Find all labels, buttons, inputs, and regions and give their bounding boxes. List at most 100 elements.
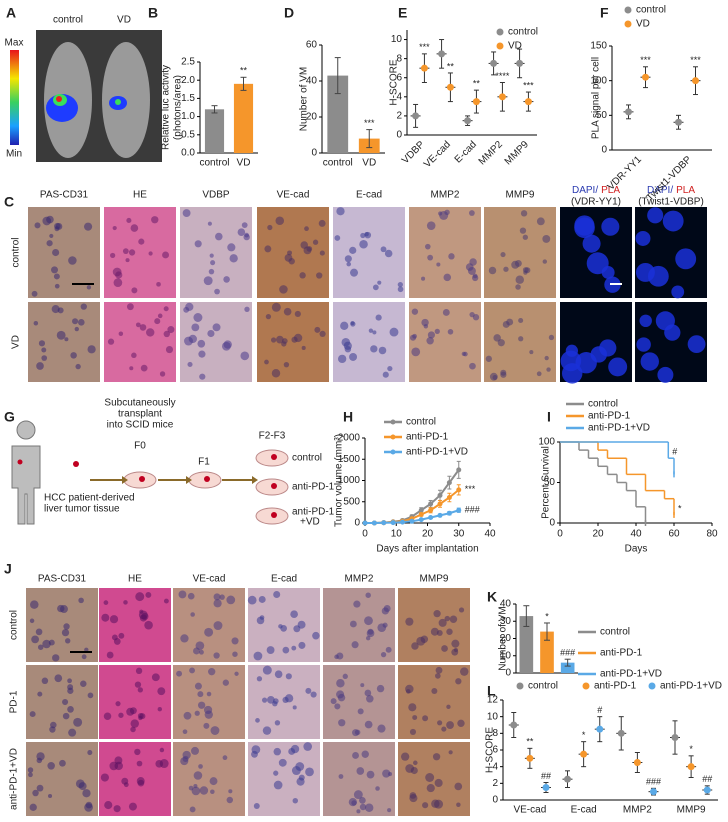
micrograph <box>26 665 98 739</box>
bar <box>540 631 554 673</box>
cell-nucleus <box>334 703 341 710</box>
label: liver tumor tissue <box>44 504 120 515</box>
cell-nucleus <box>405 617 414 626</box>
cell-nucleus <box>365 636 371 641</box>
cell-nucleus <box>292 705 297 710</box>
label: control <box>53 15 83 26</box>
cell-nucleus <box>191 786 201 796</box>
dot <box>642 73 649 81</box>
cell-nucleus <box>310 691 317 698</box>
cell-nucleus <box>361 750 369 758</box>
cell-nucleus <box>488 266 497 275</box>
cell-nucleus <box>226 796 234 804</box>
cell-nucleus <box>387 365 393 372</box>
dot <box>703 786 711 794</box>
cell-nucleus <box>141 612 149 621</box>
bar <box>519 616 534 673</box>
cell-nucleus <box>129 366 134 371</box>
cell-nucleus <box>291 645 297 651</box>
micrograph <box>323 742 395 816</box>
mouse-tumor <box>271 454 277 460</box>
cell-nucleus <box>497 339 505 347</box>
cell-nucleus <box>397 286 404 293</box>
cell-nucleus <box>377 280 382 285</box>
cell-nucleus <box>213 652 220 659</box>
legend-label: control <box>588 399 618 410</box>
cell-nucleus <box>518 336 524 342</box>
cell-nucleus <box>203 276 213 286</box>
label: F1 <box>198 457 210 468</box>
cell-nucleus <box>279 285 288 294</box>
x-tick-label: VE-cad <box>513 805 546 816</box>
cell-nucleus <box>210 726 220 735</box>
y-tick-label: 500 <box>343 496 360 507</box>
label: VE-cad <box>277 190 310 201</box>
bar <box>233 83 254 153</box>
cell-nucleus <box>451 639 460 648</box>
y-tick-label: 10 <box>487 711 499 722</box>
y-axis-label: Number of VM <box>299 67 310 131</box>
marker <box>428 514 434 520</box>
x-tick-label: 20 <box>422 529 434 540</box>
cell-nucleus <box>366 695 374 703</box>
significance: *** <box>690 55 701 65</box>
label: F2-F3 <box>259 431 286 442</box>
cell-nucleus <box>226 595 236 605</box>
x-tick-label: 40 <box>630 529 642 540</box>
y-tick-label: 0.5 <box>181 129 195 140</box>
cell-nucleus <box>29 711 36 718</box>
y-axis-label: Relative luc activity <box>161 65 172 150</box>
cell-nucleus <box>427 254 434 261</box>
cell-nucleus <box>212 323 221 332</box>
cell-nucleus <box>60 605 68 613</box>
panel-letter: D <box>284 5 294 21</box>
cell-nucleus <box>295 762 305 771</box>
cell-nucleus <box>187 592 195 600</box>
cell-nucleus <box>451 648 459 656</box>
cell-nucleus <box>130 726 136 733</box>
dot <box>650 788 657 796</box>
cell-nucleus <box>130 224 139 232</box>
cell-nucleus <box>318 219 326 227</box>
cell-nucleus <box>82 789 91 798</box>
y-axis-label: Number of VM <box>498 606 509 670</box>
cell-nucleus <box>500 371 507 378</box>
dot <box>510 721 518 729</box>
legend-swatch <box>390 419 396 425</box>
cell-nucleus <box>314 326 321 333</box>
cell-nucleus <box>409 728 417 735</box>
cell-nucleus <box>434 778 443 788</box>
label: control <box>292 453 322 464</box>
cell-nucleus <box>434 799 444 809</box>
cell-nucleus <box>515 275 524 284</box>
cell-nucleus <box>370 345 378 353</box>
cell-nucleus <box>256 676 263 682</box>
cell-nucleus <box>267 224 273 231</box>
cell-nucleus <box>206 691 212 697</box>
cell-nucleus <box>293 625 301 633</box>
cell-nucleus <box>136 777 145 785</box>
cell-nucleus <box>126 303 134 311</box>
cell-nucleus <box>319 330 326 337</box>
mouse-tumor <box>271 512 277 518</box>
label: VD <box>117 15 131 26</box>
y-tick-label: 2.0 <box>181 75 195 86</box>
cell-nucleus <box>193 313 203 322</box>
y-axis-label: Percent Survival <box>541 446 552 519</box>
cell-nucleus <box>84 647 89 653</box>
cell-nucleus <box>130 719 139 728</box>
pla-header: DAPI/PLA <box>647 185 695 196</box>
label: Min <box>6 149 22 160</box>
cell-nucleus <box>519 227 527 234</box>
cell-nucleus <box>292 797 299 804</box>
cell-nucleus <box>203 722 210 729</box>
cell-nucleus <box>62 699 69 706</box>
cell-nucleus <box>231 637 239 645</box>
significance: * <box>678 503 682 513</box>
cell-nucleus <box>131 287 138 294</box>
cell-nucleus <box>75 779 85 789</box>
cell-nucleus <box>191 746 200 755</box>
cell-nucleus <box>338 774 344 779</box>
cell-nucleus <box>47 762 55 770</box>
cell-nucleus <box>432 753 441 761</box>
